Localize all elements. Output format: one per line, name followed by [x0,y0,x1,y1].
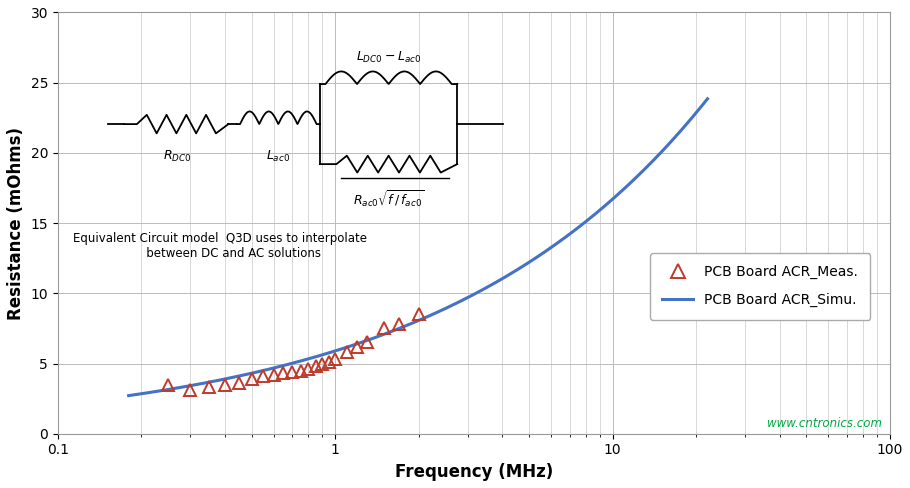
Text: $R_{ac0}\sqrt{f\,/\,f_{ac0}}$: $R_{ac0}\sqrt{f\,/\,f_{ac0}}$ [353,189,425,210]
Text: $L_{DC0} - L_{ac0}$: $L_{DC0} - L_{ac0}$ [357,50,421,65]
Text: $R_{DC0}$: $R_{DC0}$ [163,149,191,164]
Y-axis label: Resistance (mOhms): Resistance (mOhms) [7,126,25,320]
Text: $L_{ac0}$: $L_{ac0}$ [267,149,290,164]
Text: www.cntronics.com: www.cntronics.com [766,417,882,429]
Legend: PCB Board ACR_Meas., PCB Board ACR_Simu.: PCB Board ACR_Meas., PCB Board ACR_Simu. [650,253,871,320]
X-axis label: Frequency (MHz): Frequency (MHz) [395,463,553,481]
Text: Equivalent Circuit model  Q3D uses to interpolate
       between DC and AC solut: Equivalent Circuit model Q3D uses to int… [73,231,367,260]
